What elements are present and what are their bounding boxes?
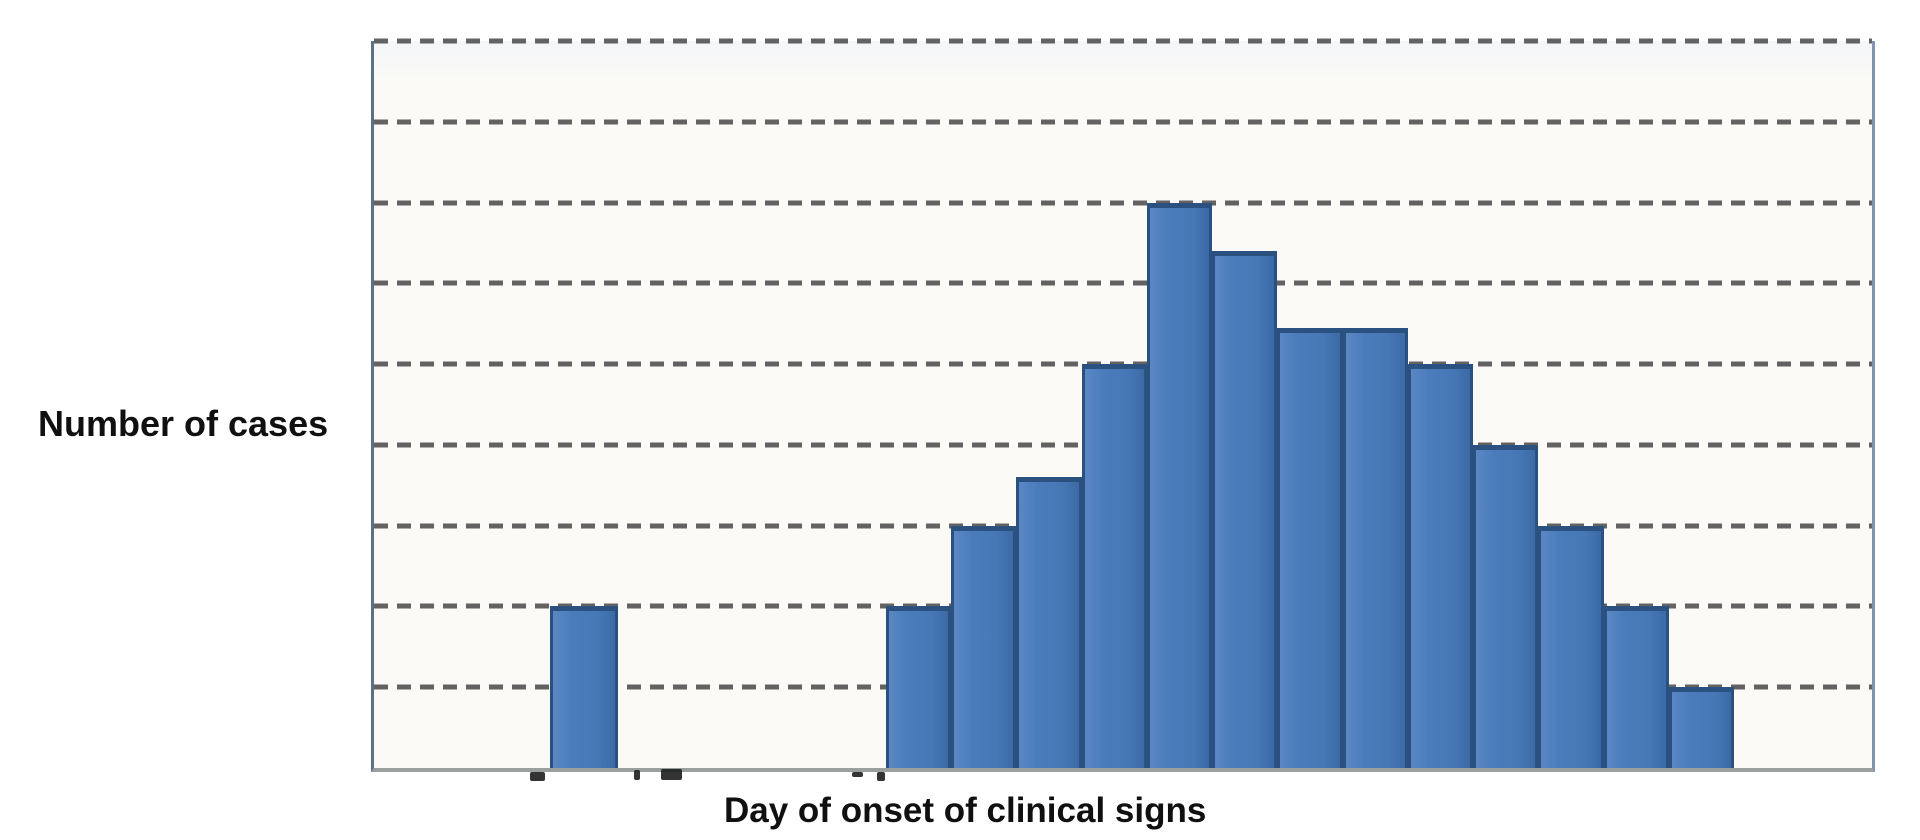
case-bar [1212, 251, 1278, 768]
x-tick-label-remnant [852, 772, 863, 777]
gridline [374, 200, 1872, 206]
plot-area [371, 38, 1875, 772]
case-bar [886, 606, 952, 768]
case-bar [951, 525, 1017, 768]
case-bar [550, 606, 619, 768]
case-bar [1146, 202, 1213, 768]
x-tick-label-remnant [661, 769, 682, 780]
gridline [374, 38, 1872, 44]
x-axis-label: Day of onset of clinical signs [724, 791, 1207, 830]
case-bar [1668, 687, 1735, 768]
x-tick-label-remnant [877, 772, 885, 781]
case-bar [1277, 327, 1343, 768]
x-tick-label-remnant [530, 772, 545, 781]
case-bar [1407, 364, 1474, 768]
case-bar [1081, 364, 1147, 768]
case-bar [1342, 327, 1408, 768]
y-axis-label: Number of cases [38, 403, 329, 444]
gridline [374, 119, 1872, 125]
case-bar [1538, 525, 1604, 768]
case-bar [1016, 477, 1082, 768]
gridline [374, 280, 1872, 286]
case-bar [1603, 606, 1669, 768]
x-tick-label-remnant [634, 770, 640, 780]
case-bar [1473, 444, 1539, 768]
